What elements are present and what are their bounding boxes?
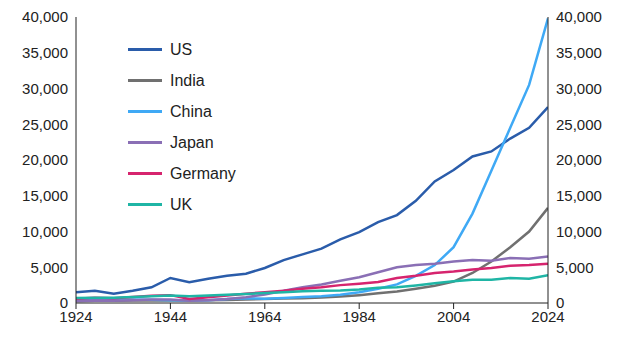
svg-text:20,000: 20,000 [22,151,68,168]
html-text:Japan: Japan [170,133,214,151]
svg-text:25,000: 25,000 [22,116,68,133]
svg-text:15,000: 15,000 [22,187,68,204]
svg-text:35,000: 35,000 [556,44,602,61]
svg-text:20,000: 20,000 [556,151,602,168]
svg-text:10,000: 10,000 [556,223,602,240]
svg-text:15,000: 15,000 [556,187,602,204]
svg-text:0: 0 [60,294,68,311]
svg-text:30,000: 30,000 [556,80,602,97]
svg-text:1964: 1964 [248,308,281,325]
svg-text:40,000: 40,000 [556,8,602,25]
html-text:India: India [170,71,205,89]
svg-text:5,000: 5,000 [30,259,68,276]
svg-text:10,000: 10,000 [22,223,68,240]
html-text:Germany: Germany [170,164,236,182]
svg-text:40,000: 40,000 [22,8,68,25]
svg-text:0: 0 [556,294,564,311]
svg-text:5,000: 5,000 [556,259,594,276]
svg-text:30,000: 30,000 [22,80,68,97]
svg-text:35,000: 35,000 [22,44,68,61]
html-text:UK: UK [170,195,193,213]
svg-text:1924: 1924 [59,307,93,325]
svg-text:2024: 2024 [531,307,565,325]
html-text:China: China [170,102,212,120]
svg-text:2004: 2004 [437,308,470,325]
html-text:US: US [170,40,193,58]
svg-text:1944: 1944 [154,308,187,325]
svg-text:1984: 1984 [343,308,376,325]
svg-text:25,000: 25,000 [556,116,602,133]
